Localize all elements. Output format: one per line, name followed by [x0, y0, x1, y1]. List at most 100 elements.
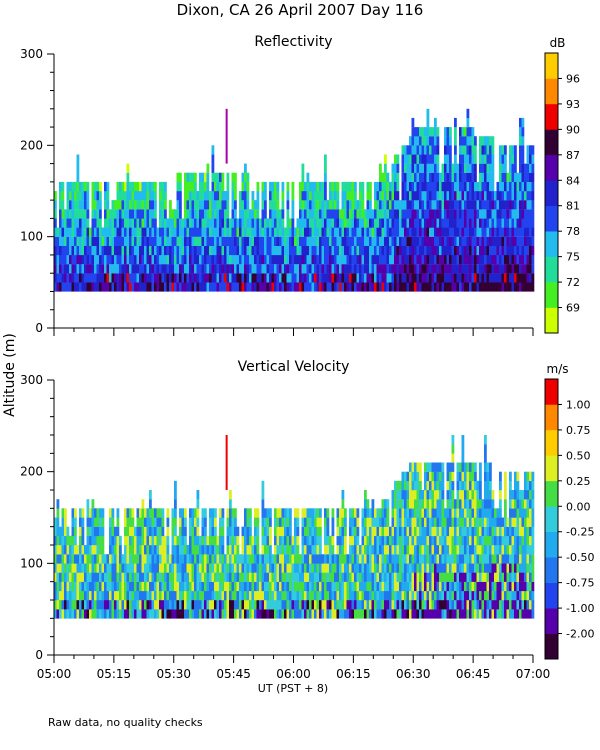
heatmap-cell: [444, 600, 447, 610]
heatmap-cell: [471, 136, 475, 146]
heatmap-cell: [416, 490, 420, 500]
heatmap-cell: [399, 245, 402, 256]
heatmap-cell: [451, 581, 455, 592]
heatmap-cell: [499, 535, 502, 546]
heatmap-cell: [484, 209, 487, 219]
heatmap-cell: [491, 535, 495, 546]
heatmap-cell: [309, 609, 312, 619]
heatmap-cell: [229, 236, 232, 246]
heatmap-cell: [239, 209, 242, 219]
heatmap-cell: [79, 609, 82, 619]
heatmap-cell: [209, 209, 212, 219]
heatmap-cell: [129, 563, 132, 573]
heatmap-cell: [136, 236, 140, 246]
heatmap-cell: [56, 245, 60, 256]
heatmap-cell: [339, 227, 342, 237]
heatmap-cell: [509, 145, 512, 155]
heatmap-cell: [421, 136, 425, 146]
heatmap-cell: [501, 218, 505, 228]
heatmap-cell: [404, 581, 407, 592]
heatmap-cell: [74, 218, 77, 228]
heatmap-cell: [146, 563, 150, 573]
heatmap-cell: [509, 590, 512, 601]
heatmap-cell: [204, 254, 207, 265]
heatmap-cell: [384, 236, 387, 246]
heatmap-cell: [506, 181, 510, 192]
heatmap-cell: [249, 254, 252, 265]
heatmap-cell: [416, 554, 420, 564]
heatmap-cell: [446, 462, 450, 472]
heatmap-cell: [426, 499, 430, 509]
heatmap-cell: [184, 517, 187, 527]
heatmap-cell: [109, 227, 112, 237]
heatmap-cell: [454, 517, 457, 527]
heatmap-cell: [401, 508, 405, 518]
heatmap-cell: [359, 572, 362, 582]
heatmap-cell: [409, 218, 412, 228]
heatmap-cell: [484, 600, 487, 610]
heatmap-cell: [464, 172, 467, 182]
heatmap-cell: [339, 245, 342, 256]
heatmap-cell: [434, 218, 437, 228]
heatmap-cell: [406, 600, 410, 610]
heatmap-cell: [229, 535, 232, 546]
heatmap-cell: [346, 227, 350, 237]
heatmap-cell: [519, 517, 522, 527]
heatmap-cell: [299, 273, 302, 283]
heatmap-cell: [91, 526, 95, 537]
heatmap-cell: [96, 282, 100, 292]
heatmap-cell: [106, 282, 110, 292]
heatmap-cell: [316, 581, 320, 592]
heatmap-cell: [454, 145, 457, 155]
heatmap-cell: [354, 609, 357, 619]
heatmap-cell: [251, 590, 255, 601]
heatmap-cell: [296, 245, 300, 256]
heatmap-cell: [481, 191, 485, 201]
heatmap-cell: [529, 517, 532, 527]
heatmap-cell: [409, 200, 412, 210]
heatmap-cell: [266, 554, 270, 564]
heatmap-cell: [499, 499, 502, 509]
heatmap-cell: [334, 200, 337, 210]
heatmap-cell: [496, 282, 500, 292]
heatmap-cell: [409, 273, 412, 283]
heatmap-cell: [149, 282, 152, 292]
heatmap-cell: [161, 181, 165, 192]
heatmap-cell: [184, 609, 187, 619]
heatmap-cell: [311, 609, 315, 619]
heatmap-cell: [244, 609, 247, 619]
heatmap-cell: [514, 554, 517, 564]
colorbar-tick-label: 75: [566, 251, 580, 264]
heatmap-cell: [479, 609, 482, 619]
heatmap-cell: [231, 282, 235, 292]
heatmap-cell: [464, 554, 467, 564]
heatmap-cell: [329, 264, 332, 274]
heatmap-cell: [126, 535, 130, 546]
heatmap-cell: [149, 535, 152, 546]
heatmap-cell: [424, 590, 427, 601]
heatmap-cell: [354, 264, 357, 274]
heatmap-cell: [304, 517, 307, 527]
heatmap-cell: [319, 264, 322, 274]
heatmap-cell: [429, 600, 432, 610]
heatmap-cell: [156, 600, 160, 610]
heatmap-cell: [116, 200, 120, 210]
heatmap-cell: [416, 572, 420, 582]
heatmap-cell: [244, 163, 247, 173]
heatmap-cell: [274, 572, 277, 582]
heatmap-cell: [374, 609, 377, 619]
heatmap-cell: [66, 245, 70, 256]
heatmap-cell: [279, 273, 282, 283]
heatmap-cell: [81, 200, 85, 210]
heatmap-cell: [271, 282, 275, 292]
heatmap-cell: [519, 508, 522, 518]
heatmap-cell: [249, 264, 252, 274]
heatmap-cell: [211, 154, 215, 164]
heatmap-cell: [66, 254, 70, 265]
heatmap-cell: [184, 236, 187, 246]
heatmap-cell: [146, 200, 150, 210]
heatmap-cell: [489, 236, 492, 246]
heatmap-cell: [409, 581, 412, 592]
heatmap-cell: [429, 526, 432, 537]
heatmap-cell: [81, 609, 85, 619]
